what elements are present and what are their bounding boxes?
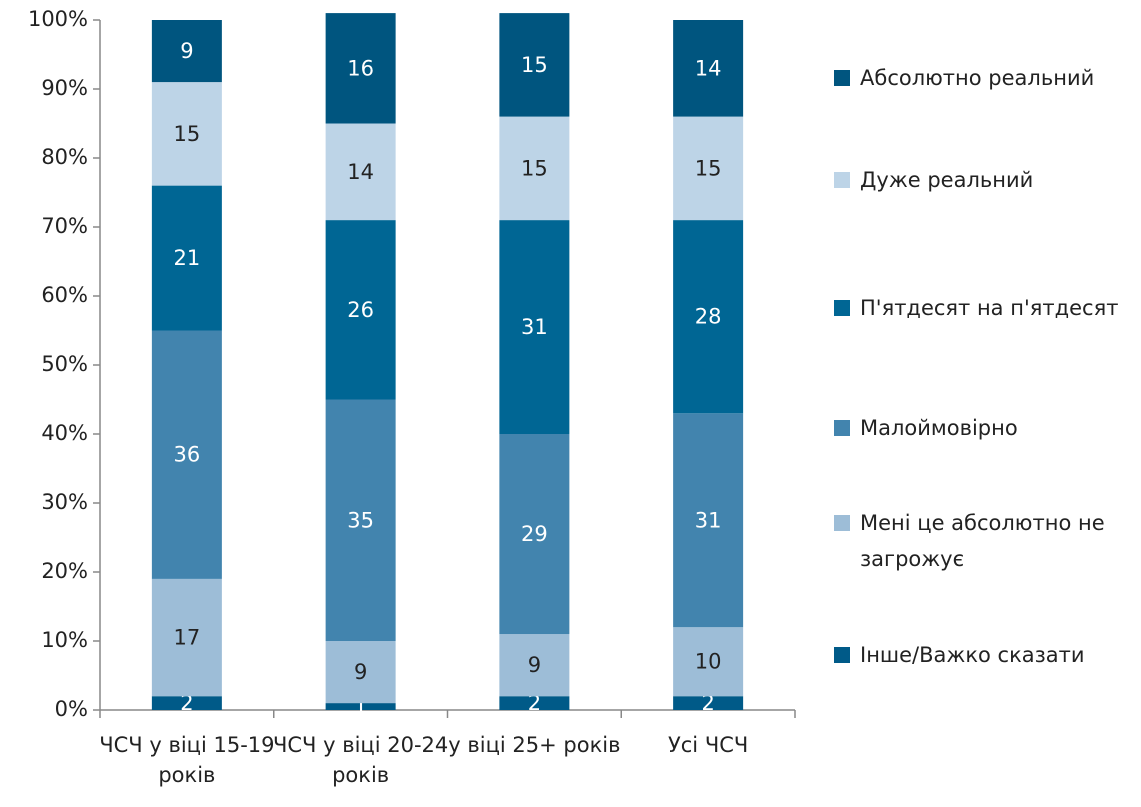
legend-label: Інше/Важко сказати bbox=[860, 643, 1085, 667]
y-tick-label: 60% bbox=[41, 283, 88, 307]
bar-segment bbox=[499, 13, 570, 117]
bar-segment bbox=[151, 578, 222, 697]
data-label: 29 bbox=[521, 522, 548, 546]
bar-segment bbox=[673, 220, 744, 414]
data-label: 26 bbox=[347, 298, 374, 322]
data-label: 31 bbox=[521, 315, 548, 339]
data-label: 9 bbox=[354, 660, 367, 684]
legend-label: Малоймовірно bbox=[860, 416, 1018, 440]
legend-item: Мені це абсолютно не загрожує bbox=[834, 505, 1140, 577]
legend-swatch bbox=[834, 647, 850, 663]
y-tick-label: 20% bbox=[41, 559, 88, 583]
legend-item: Дуже реальний bbox=[834, 162, 1140, 198]
data-label: 14 bbox=[695, 56, 722, 80]
bar-segment bbox=[673, 20, 744, 117]
bar-segment bbox=[499, 634, 570, 697]
bar-segment bbox=[673, 627, 744, 697]
legend-swatch bbox=[834, 300, 850, 316]
data-label: 28 bbox=[695, 305, 722, 329]
data-label: 36 bbox=[174, 443, 201, 467]
bar-segment bbox=[499, 220, 570, 434]
data-label: 2 bbox=[180, 691, 193, 715]
bar-segment bbox=[151, 330, 222, 579]
y-tick-label: 80% bbox=[41, 145, 88, 169]
data-label: 10 bbox=[695, 650, 722, 674]
data-label: 9 bbox=[180, 39, 193, 63]
y-tick-label: 0% bbox=[55, 697, 88, 721]
data-label: 17 bbox=[174, 626, 201, 650]
y-tick-label: 50% bbox=[41, 352, 88, 376]
data-label: 2 bbox=[701, 691, 714, 715]
legend-swatch bbox=[834, 515, 850, 531]
bar-segment bbox=[325, 123, 396, 221]
bar-segment bbox=[499, 696, 570, 710]
legend-item: Малоймовірно bbox=[834, 410, 1140, 446]
y-tick-label: 10% bbox=[41, 628, 88, 652]
legend-item: Інше/Важко сказати bbox=[834, 637, 1140, 673]
data-label: 15 bbox=[521, 53, 548, 77]
legend-swatch bbox=[834, 420, 850, 436]
bar-segment bbox=[673, 116, 744, 221]
bar-segment bbox=[325, 13, 396, 124]
legend-swatch bbox=[834, 172, 850, 188]
data-label: 9 bbox=[528, 653, 541, 677]
x-tick-label: ЧСЧ у віці 20-24 років bbox=[272, 733, 449, 787]
data-label: 15 bbox=[174, 122, 201, 146]
bar-segment bbox=[499, 116, 570, 221]
data-label: 14 bbox=[347, 160, 374, 184]
bar-segment bbox=[151, 696, 222, 710]
y-tick-label: 100% bbox=[28, 7, 88, 31]
data-label: 2 bbox=[528, 691, 541, 715]
bar-segment bbox=[673, 413, 744, 628]
bar-segment bbox=[325, 641, 396, 704]
bar-segment bbox=[499, 434, 570, 635]
legend-label: Мені це абсолютно не загрожує bbox=[860, 511, 1105, 571]
legend-swatch bbox=[834, 70, 850, 86]
x-tick-label: Усі ЧСЧ bbox=[667, 733, 749, 757]
data-label: 21 bbox=[174, 246, 201, 270]
bar-segment bbox=[151, 185, 222, 331]
y-tick-label: 70% bbox=[41, 214, 88, 238]
data-label: 35 bbox=[347, 508, 374, 532]
x-tick-label: у віці 25+ років bbox=[448, 733, 621, 757]
bar-segment bbox=[673, 696, 744, 710]
legend-label: Дуже реальний bbox=[860, 168, 1034, 192]
x-tick-label: ЧСЧ у віці 15-19 років bbox=[99, 733, 275, 787]
y-tick-label: 90% bbox=[41, 76, 88, 100]
legend-item: Абсолютно реальний bbox=[834, 60, 1140, 96]
bar-segment bbox=[325, 220, 396, 400]
bar-segment bbox=[325, 703, 396, 710]
legend-label: Абсолютно реальний bbox=[860, 66, 1095, 90]
bar-segment bbox=[151, 20, 222, 83]
data-label: 15 bbox=[521, 156, 548, 180]
data-label: 31 bbox=[695, 508, 722, 532]
legend-item: П'ятдесят на п'ятдесят bbox=[834, 290, 1140, 326]
bar-segment bbox=[151, 82, 222, 186]
legend-label: П'ятдесят на п'ятдесят bbox=[860, 296, 1119, 320]
bar-segment bbox=[325, 399, 396, 641]
y-tick-label: 40% bbox=[41, 421, 88, 445]
data-label: 15 bbox=[695, 156, 722, 180]
data-label: 16 bbox=[347, 56, 374, 80]
y-tick-label: 30% bbox=[41, 490, 88, 514]
